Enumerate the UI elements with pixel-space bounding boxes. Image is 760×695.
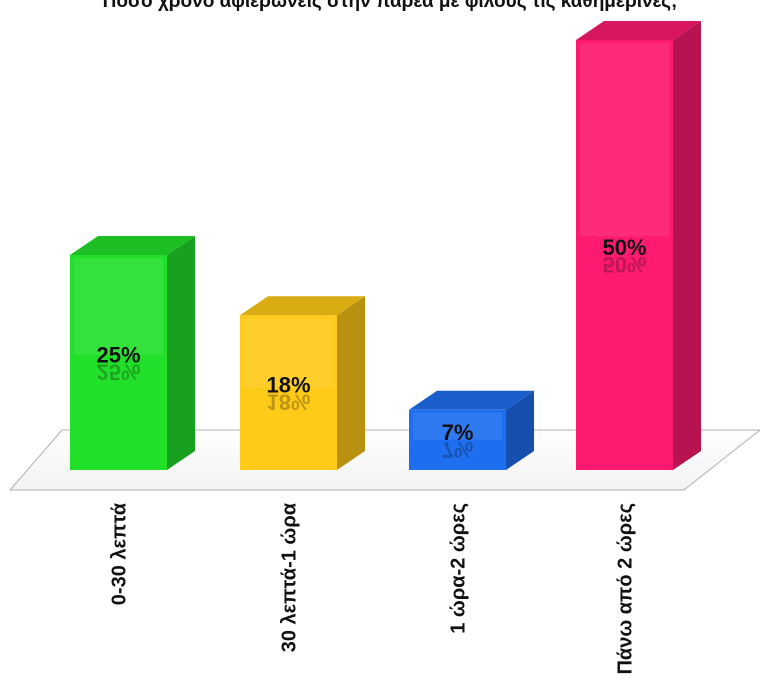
bar-top — [409, 390, 534, 410]
bar-front — [409, 409, 506, 470]
category-label: 0-30 λεπτά — [109, 502, 131, 605]
value-label-reflection: 7% — [442, 437, 474, 462]
category-label: 30 λεπτά-1 ώρα — [279, 502, 301, 652]
bar-front — [576, 40, 673, 470]
value-label: 7% — [442, 420, 474, 445]
bars-layer: 25%25% 18%18% 7%7% 50%50% — [70, 21, 701, 470]
value-label-reflection: 25% — [96, 360, 140, 385]
bar-side — [673, 21, 701, 470]
category-label: 1 ώρα-2 ώρες — [448, 503, 470, 634]
bar-side — [506, 390, 534, 470]
bar-highlight — [413, 412, 502, 440]
bar-highlight — [580, 43, 669, 237]
bar-side — [337, 296, 365, 470]
bar-front — [240, 315, 337, 470]
bar-highlight — [74, 258, 163, 355]
value-label: 50% — [602, 235, 646, 260]
bar-side — [167, 236, 195, 470]
bar-highlight — [244, 318, 333, 388]
category-label: Πάνω από 2 ώρες — [615, 503, 637, 675]
bar-1: 25%25% — [70, 236, 195, 470]
bar-3: 7%7% — [409, 390, 534, 470]
value-label: 18% — [266, 373, 310, 398]
category-labels: 0-30 λεπτά 30 λεπτά-1 ώρα 1 ώρα-2 ώρες Πάνω… — [109, 502, 637, 674]
value-label-reflection: 50% — [602, 252, 646, 277]
bar-front — [70, 255, 167, 470]
bar-top — [576, 21, 701, 40]
bar-top — [70, 236, 195, 255]
bar-top — [240, 296, 365, 316]
value-label: 25% — [96, 343, 140, 368]
bar-4: 50%50% — [576, 21, 701, 470]
bar-2: 18%18% — [240, 296, 365, 470]
chart-title: Πόσο χρόνο αφιερώνεις στην παρέα με φίλο… — [102, 0, 678, 12]
value-label-reflection: 18% — [266, 390, 310, 415]
